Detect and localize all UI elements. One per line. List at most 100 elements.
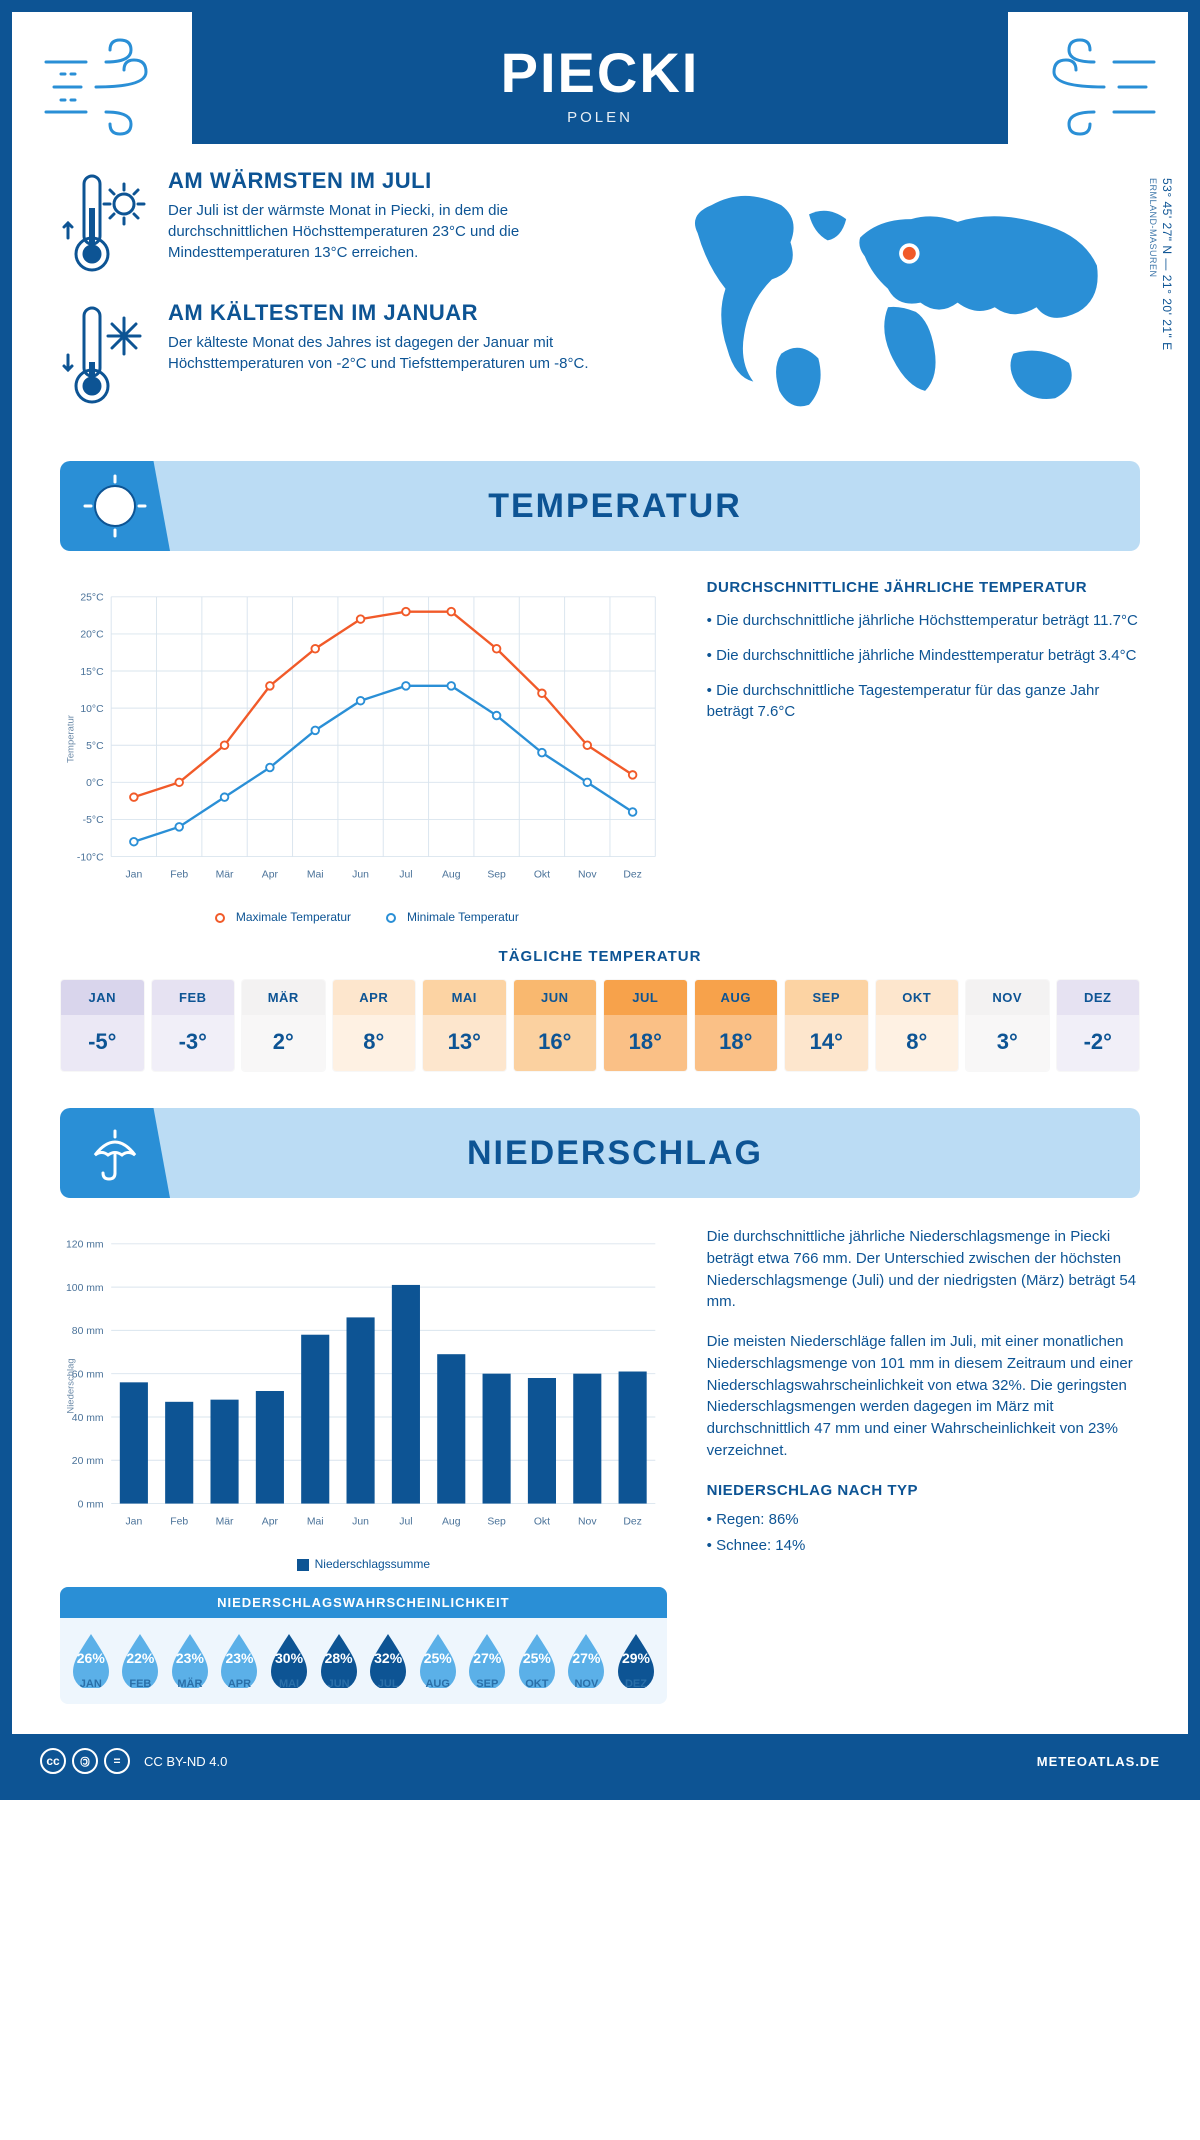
nd-icon: = — [104, 1748, 130, 1774]
thermometer-cold-icon — [60, 300, 150, 410]
infographic-frame: PIECKI POLEN AM WÄRMSTEN IM JULI — [0, 0, 1200, 1800]
svg-text:15°C: 15°C — [80, 667, 104, 678]
wind-icon-left — [36, 32, 176, 142]
probability-drop: 23%MÄR — [165, 1630, 215, 1690]
daily-temp-cell: JAN-5° — [60, 979, 145, 1072]
daily-temp-cell: JUL18° — [603, 979, 688, 1072]
warmest-text: Der Juli ist der wärmste Monat in Piecki… — [168, 200, 605, 263]
probability-drop: 25%AUG — [413, 1630, 463, 1690]
daily-temp-cell: AUG18° — [694, 979, 779, 1072]
probability-drop: 28%JUN — [314, 1630, 364, 1690]
svg-text:Aug: Aug — [442, 1516, 461, 1527]
svg-text:Apr: Apr — [262, 869, 279, 880]
temperature-line-chart: -10°C-5°C0°C5°C10°C15°C20°C25°CJanFebMär… — [60, 579, 667, 924]
precip-chart-legend: Niederschlagssumme — [60, 1557, 667, 1571]
precipitation-summary-text: Die durchschnittliche jährliche Niedersc… — [707, 1226, 1140, 1704]
svg-text:Jan: Jan — [125, 869, 142, 880]
svg-text:Mai: Mai — [307, 869, 324, 880]
daily-temp-cell: MÄR2° — [241, 979, 326, 1072]
by-icon: 🄯 — [72, 1748, 98, 1774]
warmest-block: AM WÄRMSTEN IM JULI Der Juli ist der wär… — [60, 168, 605, 278]
svg-text:-5°C: -5°C — [83, 815, 104, 826]
svg-text:Jul: Jul — [399, 869, 412, 880]
license-label: CC BY-ND 4.0 — [144, 1754, 227, 1769]
probability-drop: 23%APR — [215, 1630, 265, 1690]
temp-chart-legend: Maximale Temperatur Minimale Temperatur — [60, 910, 667, 924]
probability-drop: 29%DEZ — [611, 1630, 661, 1690]
daily-temp-cell: DEZ-2° — [1056, 979, 1141, 1072]
precipitation-probability-box: NIEDERSCHLAGSWAHRSCHEINLICHKEIT 26%JAN22… — [60, 1587, 667, 1704]
umbrella-icon — [85, 1123, 145, 1183]
svg-text:20 mm: 20 mm — [72, 1456, 104, 1467]
daily-temp-cell: NOV3° — [965, 979, 1050, 1072]
svg-text:Mai: Mai — [307, 1516, 324, 1527]
svg-text:120 mm: 120 mm — [66, 1240, 104, 1251]
daily-temp-cell: MAI13° — [422, 979, 507, 1072]
svg-text:Aug: Aug — [442, 869, 461, 880]
svg-text:0 mm: 0 mm — [78, 1499, 104, 1510]
svg-text:Dez: Dez — [623, 1516, 642, 1527]
svg-text:Mär: Mär — [216, 1516, 234, 1527]
probability-drop: 26%JAN — [66, 1630, 116, 1690]
svg-text:Okt: Okt — [534, 1516, 550, 1527]
daily-temp-cell: OKT8° — [875, 979, 960, 1072]
daily-temp-strip: JAN-5°FEB-3°MÄR2°APR8°MAI13°JUN16°JUL18°… — [60, 979, 1140, 1072]
svg-text:80 mm: 80 mm — [72, 1326, 104, 1337]
precipitation-bar-chart: 0 mm20 mm40 mm60 mm80 mm100 mm120 mmJanF… — [60, 1226, 667, 1571]
coldest-block: AM KÄLTESTEN IM JANUAR Der kälteste Mona… — [60, 300, 605, 410]
site-label: METEOATLAS.DE — [1037, 1754, 1160, 1769]
daily-temp-cell: SEP14° — [784, 979, 869, 1072]
daily-temp-heading: TÄGLICHE TEMPERATUR — [60, 948, 1140, 965]
footer-bar: cc🄯= CC BY-ND 4.0 METEOATLAS.DE — [12, 1734, 1188, 1788]
coldest-title: AM KÄLTESTEN IM JANUAR — [168, 300, 605, 326]
svg-text:Temperatur: Temperatur — [65, 715, 76, 763]
thermometer-hot-icon — [60, 168, 150, 278]
svg-text:Jun: Jun — [352, 869, 369, 880]
svg-text:Sep: Sep — [487, 1516, 506, 1527]
svg-text:Apr: Apr — [262, 1516, 279, 1527]
intro-row: AM WÄRMSTEN IM JULI Der Juli ist der wär… — [60, 168, 1140, 433]
country-subtitle: POLEN — [192, 109, 1008, 126]
wind-icon-right — [1024, 32, 1164, 142]
daily-temp-cell: JUN16° — [513, 979, 598, 1072]
svg-text:20°C: 20°C — [80, 630, 104, 641]
svg-text:Nov: Nov — [578, 869, 597, 880]
section-header-precipitation: NIEDERSCHLAG — [60, 1108, 1140, 1198]
probability-drop: 27%SEP — [463, 1630, 513, 1690]
svg-text:Feb: Feb — [170, 869, 188, 880]
coordinates-label: 53° 45' 27" N — 21° 20' 21" E ERMLAND-MA… — [1146, 178, 1174, 351]
section-title-precipitation: NIEDERSCHLAG — [170, 1134, 1140, 1173]
section-title-temperature: TEMPERATUR — [170, 487, 1140, 526]
svg-text:Jan: Jan — [125, 1516, 142, 1527]
svg-text:-10°C: -10°C — [77, 852, 104, 863]
svg-text:0°C: 0°C — [86, 778, 104, 789]
svg-text:Dez: Dez — [623, 869, 642, 880]
svg-text:60 mm: 60 mm — [72, 1369, 104, 1380]
daily-temp-cell: FEB-3° — [151, 979, 236, 1072]
svg-text:Niederschlag: Niederschlag — [65, 1358, 76, 1413]
daily-temp-cell: APR8° — [332, 979, 417, 1072]
temperature-summary-text: DURCHSCHNITTLICHE JÄHRLICHE TEMPERATUR •… — [707, 579, 1140, 924]
section-header-temperature: TEMPERATUR — [60, 461, 1140, 551]
probability-drop: 25%OKT — [512, 1630, 562, 1690]
sun-icon — [83, 474, 147, 538]
svg-text:100 mm: 100 mm — [66, 1283, 104, 1294]
svg-text:Nov: Nov — [578, 1516, 597, 1527]
coldest-text: Der kälteste Monat des Jahres ist dagege… — [168, 332, 605, 374]
cc-icons: cc🄯= — [40, 1748, 130, 1774]
svg-text:Sep: Sep — [487, 869, 506, 880]
world-map-icon — [645, 168, 1140, 428]
svg-text:Feb: Feb — [170, 1516, 188, 1527]
svg-text:Jun: Jun — [352, 1516, 369, 1527]
svg-text:Mär: Mär — [216, 869, 234, 880]
probability-drop: 22%FEB — [116, 1630, 166, 1690]
svg-text:25°C: 25°C — [80, 593, 104, 604]
svg-text:Jul: Jul — [399, 1516, 412, 1527]
svg-text:5°C: 5°C — [86, 741, 104, 752]
svg-text:Okt: Okt — [534, 869, 550, 880]
header-banner: PIECKI POLEN — [192, 12, 1008, 144]
probability-drop: 27%NOV — [562, 1630, 612, 1690]
probability-drop: 32%JUL — [363, 1630, 413, 1690]
city-title: PIECKI — [192, 40, 1008, 105]
cc-icon: cc — [40, 1748, 66, 1774]
